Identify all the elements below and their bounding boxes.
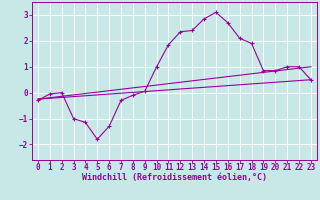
X-axis label: Windchill (Refroidissement éolien,°C): Windchill (Refroidissement éolien,°C): [82, 173, 267, 182]
